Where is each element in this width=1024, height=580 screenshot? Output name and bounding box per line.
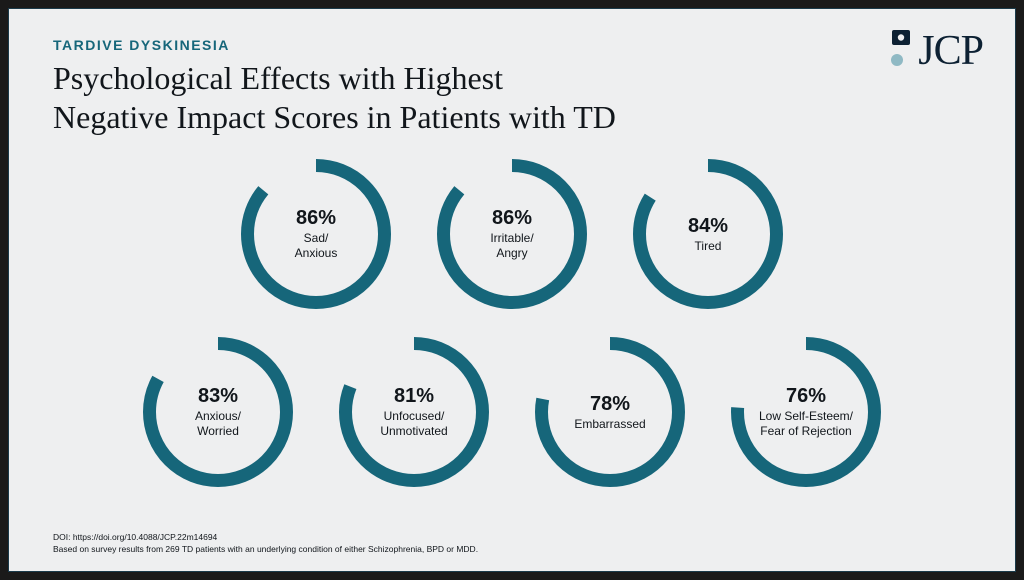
footnote: DOI: https://doi.org/10.4088/JCP.22m1469… — [53, 532, 478, 555]
donut-chart: 76%Low Self-Esteem/Fear of Rejection — [731, 337, 881, 487]
donut-name: Unfocused/Unmotivated — [380, 409, 447, 439]
donut-percent: 86% — [295, 207, 338, 229]
donut-label: 83%Anxious/Worried — [185, 385, 251, 439]
donut-name: Irritable/Angry — [490, 231, 533, 261]
jcp-logo-text: JCP — [918, 27, 983, 75]
title-line-2: Negative Impact Scores in Patients with … — [53, 99, 616, 135]
donut-chart: 84% Tired — [633, 159, 783, 309]
donut-row-2: 83%Anxious/Worried 81%Unfocused/Unmotivat… — [143, 337, 881, 487]
donut-percent: 84% — [688, 215, 728, 237]
donut-name: Sad/Anxious — [295, 231, 338, 261]
page-title: Psychological Effects with Highest Negat… — [53, 59, 693, 137]
donut-chart: 83%Anxious/Worried — [143, 337, 293, 487]
donut-chart: 86%Sad/Anxious — [241, 159, 391, 309]
title-line-1: Psychological Effects with Highest — [53, 60, 503, 96]
donut-label: 84% Tired — [678, 215, 738, 254]
footnote-source: Based on survey results from 269 TD pati… — [53, 544, 478, 555]
donut-percent: 81% — [380, 385, 447, 407]
donut-chart: 81%Unfocused/Unmotivated — [339, 337, 489, 487]
footnote-doi: DOI: https://doi.org/10.4088/JCP.22m1469… — [53, 532, 478, 543]
donut-label: 86%Sad/Anxious — [285, 207, 348, 261]
donut-percent: 83% — [195, 385, 241, 407]
donut-name: Embarrassed — [574, 417, 645, 432]
donut-label: 81%Unfocused/Unmotivated — [370, 385, 457, 439]
jcp-logo: JCP — [886, 27, 983, 75]
donut-label: 76%Low Self-Esteem/Fear of Rejection — [749, 385, 863, 439]
donut-percent: 86% — [490, 207, 533, 229]
donut-grid: 86%Sad/Anxious86%Irritable/Angry84%Tired… — [9, 159, 1015, 487]
donut-row-1: 86%Sad/Anxious86%Irritable/Angry84%Tired — [241, 159, 783, 309]
eyebrow: TARDIVE DYSKINESIA — [53, 37, 971, 53]
donut-label: 86%Irritable/Angry — [480, 207, 543, 261]
jcp-logo-mark — [886, 30, 914, 72]
infographic-card: JCP TARDIVE DYSKINESIA Psychological Eff… — [8, 8, 1016, 572]
donut-label: 78% Embarrassed — [564, 393, 655, 432]
donut-name: Anxious/Worried — [195, 409, 241, 439]
donut-name: Tired — [688, 239, 728, 254]
donut-chart: 86%Irritable/Angry — [437, 159, 587, 309]
donut-percent: 76% — [759, 385, 853, 407]
donut-chart: 78% Embarrassed — [535, 337, 685, 487]
donut-percent: 78% — [574, 393, 645, 415]
donut-name: Low Self-Esteem/Fear of Rejection — [759, 409, 853, 439]
